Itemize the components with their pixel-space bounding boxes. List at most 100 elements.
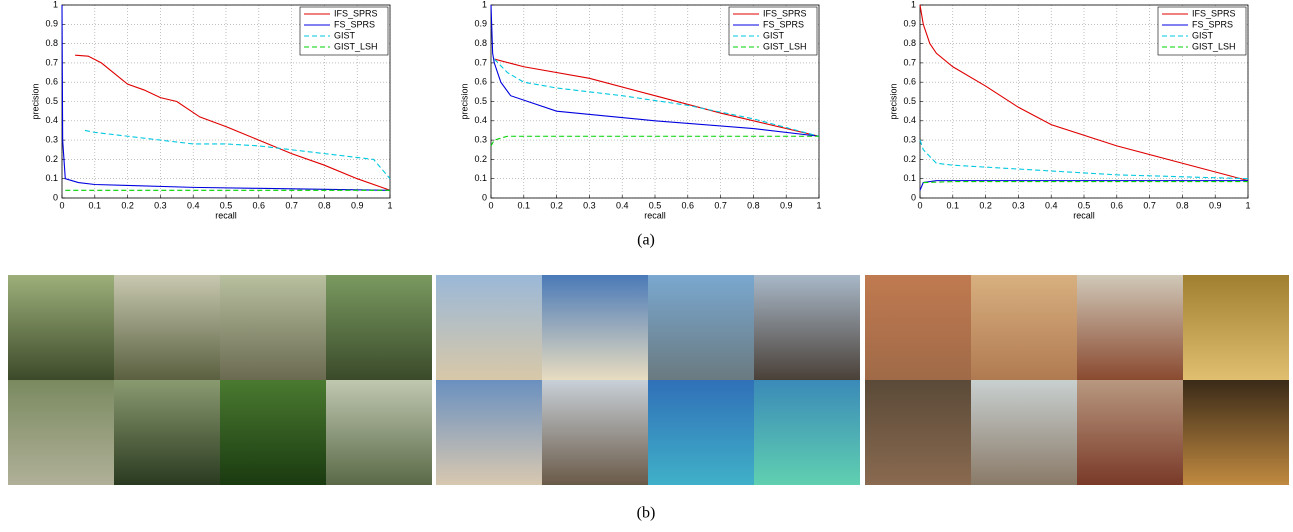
x-tick-label: 0.5 xyxy=(1078,200,1091,210)
photo xyxy=(1077,275,1183,380)
photo xyxy=(326,275,432,380)
caption: (b) xyxy=(637,505,656,522)
photo xyxy=(648,380,754,485)
photo xyxy=(754,275,860,380)
x-tick-label: 0.8 xyxy=(318,200,331,210)
x-tick-label: 0.5 xyxy=(649,200,662,210)
y-tick-label: 0.8 xyxy=(45,38,58,48)
x-tick-label: 0.6 xyxy=(253,200,266,210)
photo xyxy=(8,275,114,380)
x-tick-label: 0.1 xyxy=(89,200,102,210)
x-tick-label: 0.6 xyxy=(1111,200,1124,210)
series-line xyxy=(84,129,391,180)
series-line xyxy=(490,135,819,147)
y-tick-label: 0.9 xyxy=(45,19,58,29)
legend-label: IFS_SPRS xyxy=(763,8,807,18)
y-tick-label: 0.4 xyxy=(474,115,487,125)
legend-label: GIST_LSH xyxy=(763,41,807,51)
x-tick-label: 0.4 xyxy=(187,200,200,210)
x-tick-label: 0.4 xyxy=(1045,200,1058,210)
x-tick-label: 0.9 xyxy=(1209,200,1222,210)
y-tick-label: 0.9 xyxy=(474,19,487,29)
series-line xyxy=(494,58,820,137)
photo xyxy=(1183,275,1289,380)
x-tick-label: 0.9 xyxy=(351,200,364,210)
y-tick-label: 0.2 xyxy=(903,154,916,164)
photo xyxy=(971,380,1077,485)
x-tick-label: 0.4 xyxy=(616,200,629,210)
y-axis-label: precision xyxy=(30,83,40,119)
photo xyxy=(865,275,971,380)
x-tick-label: 0.2 xyxy=(121,200,134,210)
x-tick-label: 0.7 xyxy=(1143,200,1156,210)
photo xyxy=(436,275,542,380)
y-tick-label: 0.8 xyxy=(474,38,487,48)
photo xyxy=(971,275,1077,380)
x-tick-label: 0 xyxy=(917,200,922,210)
x-tick-label: 1 xyxy=(387,200,392,210)
photo xyxy=(1077,380,1183,485)
x-tick-label: 0.8 xyxy=(1176,200,1189,210)
legend-label: IFS_SPRS xyxy=(1192,8,1236,18)
y-tick-label: 1 xyxy=(482,0,487,9)
series-line xyxy=(923,181,1248,184)
legend-label: FS_SPRS xyxy=(763,19,804,29)
photo xyxy=(8,380,114,485)
photo xyxy=(220,275,326,380)
y-tick-label: 0.1 xyxy=(45,173,58,183)
legend-label: FS_SPRS xyxy=(1192,19,1233,29)
x-tick-label: 1 xyxy=(816,200,821,210)
legend-label: GIST xyxy=(334,30,356,40)
x-tick-label: 0.3 xyxy=(583,200,596,210)
series-line xyxy=(919,180,1248,191)
y-tick-label: 1 xyxy=(911,0,916,9)
plot-frame xyxy=(919,4,1249,199)
x-tick-label: 0 xyxy=(488,200,493,210)
caption: (a) xyxy=(637,232,655,249)
photo xyxy=(648,275,754,380)
y-tick-label: 0.4 xyxy=(45,115,58,125)
photo xyxy=(865,380,971,485)
x-axis-label: recall xyxy=(644,210,666,220)
photo xyxy=(436,380,542,485)
legend-label: GIST xyxy=(763,30,785,40)
x-tick-label: 0.1 xyxy=(947,200,960,210)
x-tick-label: 0.3 xyxy=(154,200,167,210)
x-axis-label: recall xyxy=(1073,210,1095,220)
plot-frame xyxy=(490,4,820,199)
y-tick-label: 0.6 xyxy=(474,77,487,87)
series-line xyxy=(919,4,1249,182)
legend-label: IFS_SPRS xyxy=(334,8,378,18)
x-axis-label: recall xyxy=(215,210,237,220)
series-line xyxy=(490,4,820,137)
x-tick-label: 0.6 xyxy=(682,200,695,210)
y-tick-label: 0 xyxy=(911,192,916,202)
y-tick-label: 0.7 xyxy=(903,57,916,67)
x-tick-label: 0.7 xyxy=(714,200,727,210)
y-tick-label: 0.2 xyxy=(45,154,58,164)
y-tick-label: 0.3 xyxy=(45,134,58,144)
y-tick-label: 0.6 xyxy=(45,77,58,87)
y-tick-label: 0 xyxy=(53,192,58,202)
series-line xyxy=(61,4,391,191)
photo xyxy=(542,275,648,380)
photo xyxy=(1183,380,1289,485)
photo xyxy=(220,380,326,485)
legend-label: GIST_LSH xyxy=(334,41,378,51)
photo xyxy=(114,275,220,380)
series-line xyxy=(919,139,1249,180)
y-tick-label: 0.1 xyxy=(474,173,487,183)
y-tick-label: 0.8 xyxy=(903,38,916,48)
legend-label: GIST_LSH xyxy=(1192,41,1236,51)
x-tick-label: 1 xyxy=(1245,200,1250,210)
photo xyxy=(114,380,220,485)
y-tick-label: 0.7 xyxy=(45,57,58,67)
y-tick-label: 0.9 xyxy=(903,19,916,29)
y-tick-label: 0.5 xyxy=(474,96,487,106)
x-tick-label: 0.1 xyxy=(518,200,531,210)
photo xyxy=(542,380,648,485)
y-tick-label: 1 xyxy=(53,0,58,9)
y-tick-label: 0.6 xyxy=(903,77,916,87)
x-tick-label: 0.2 xyxy=(550,200,563,210)
